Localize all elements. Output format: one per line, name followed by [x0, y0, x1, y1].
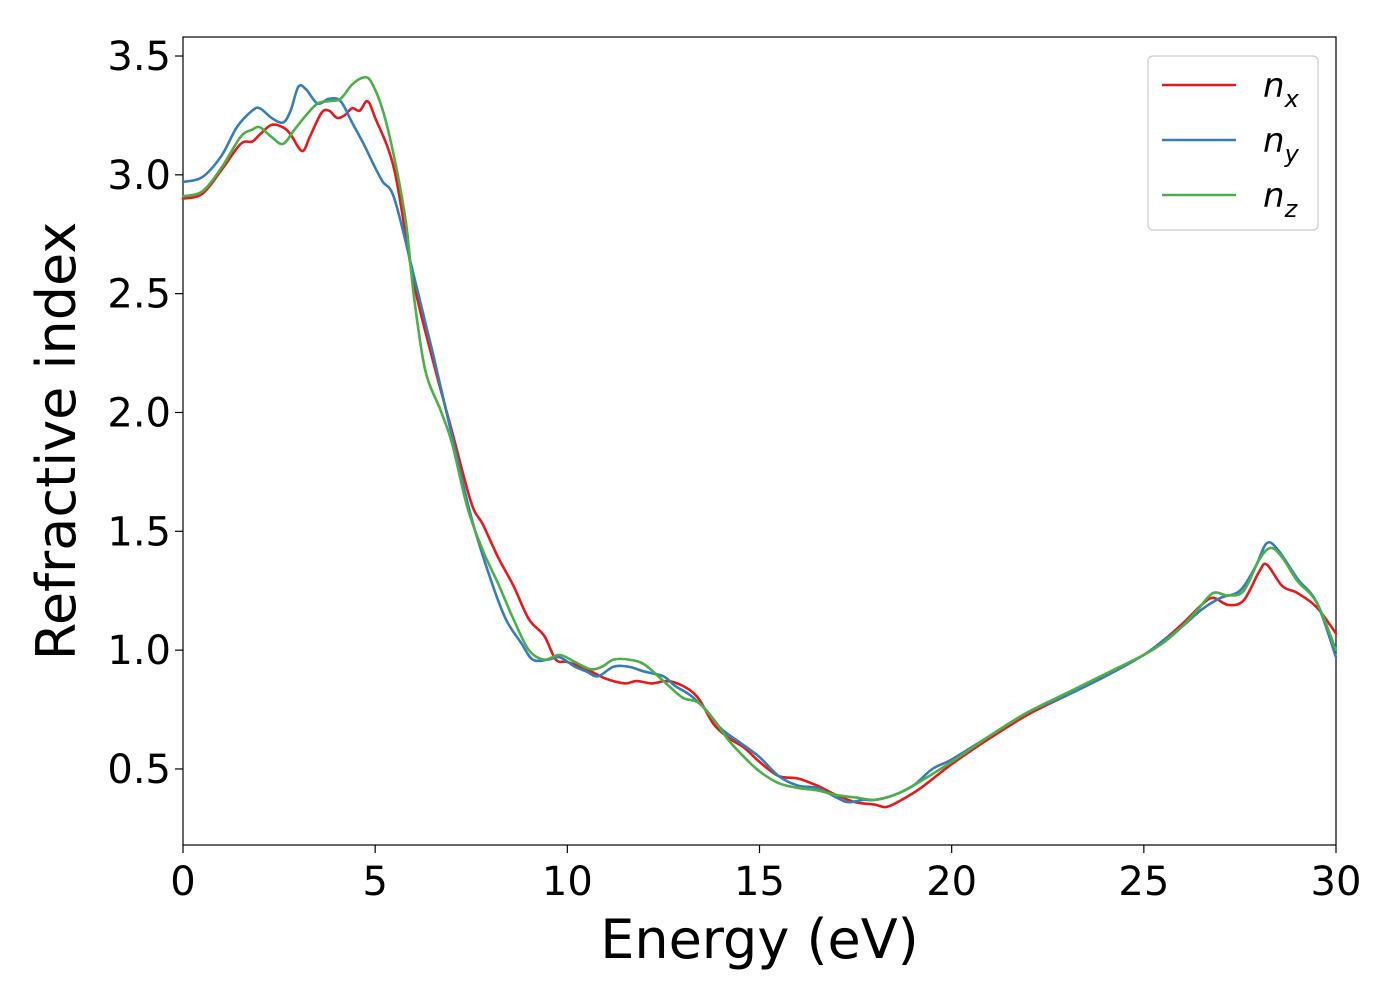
- plot-area: [182, 36, 1337, 846]
- x-axis-ticks: 0 5 10 15 20 25 30: [170, 845, 1361, 905]
- y-axis-title: Refractive index: [25, 222, 88, 661]
- x-tick-label: 10: [542, 859, 593, 905]
- series-lines: [181, 75, 1338, 809]
- legend-label-z: nz: [1263, 176, 1299, 223]
- y-tick-label: 0.5: [107, 747, 171, 793]
- legend-box: [1147, 55, 1319, 231]
- y-tick-label: 2.5: [107, 272, 171, 318]
- x-tick-label: 15: [734, 859, 785, 905]
- y-tick-label: 3.0: [107, 153, 171, 199]
- y-tick-label: 3.5: [107, 34, 171, 80]
- x-tick-label: 30: [1311, 859, 1362, 905]
- y-axis-ticks: 0.5 1.0 1.5 2.0 2.5 3.0 3.5: [107, 34, 183, 793]
- x-tick-label: 5: [362, 859, 387, 905]
- x-tick-label: 20: [926, 859, 977, 905]
- series-line-z: [181, 75, 1338, 802]
- x-tick-label: 0: [170, 859, 195, 905]
- legend: nx ny nz: [1147, 55, 1319, 231]
- y-tick-label: 1.0: [107, 628, 171, 674]
- x-axis-title: Energy (eV): [600, 908, 919, 971]
- y-tick-label: 1.5: [107, 509, 171, 555]
- x-tick-label: 25: [1118, 859, 1169, 905]
- legend-label-x: nx: [1263, 66, 1300, 113]
- legend-label-y: ny: [1263, 121, 1300, 168]
- y-tick-label: 2.0: [107, 390, 171, 436]
